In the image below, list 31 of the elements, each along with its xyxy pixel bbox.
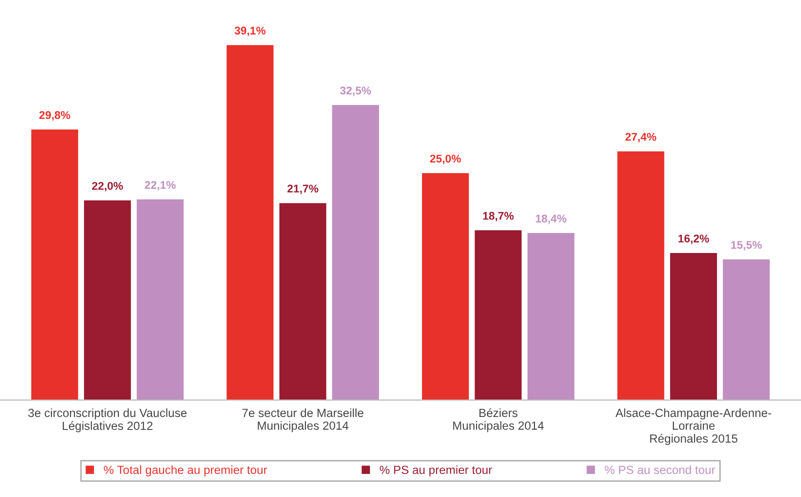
bar xyxy=(226,45,274,400)
data-label: 21,7% xyxy=(287,184,318,194)
data-label: 39,1% xyxy=(234,26,266,36)
data-label: 29,8% xyxy=(39,111,70,121)
bar xyxy=(617,151,664,400)
data-label: 15,5% xyxy=(731,240,762,250)
x-tick-label: Alsace-Champagne-Ardenne- Lorraine Régionales 2015 xyxy=(615,408,772,446)
bar xyxy=(136,199,184,400)
bar xyxy=(722,259,770,400)
bar xyxy=(422,173,469,400)
bar xyxy=(670,253,717,400)
data-label: 25,0% xyxy=(430,154,461,164)
data-label: 16,2% xyxy=(678,234,710,244)
legend-label: % Total gauche au premier tour xyxy=(104,465,268,476)
legend-label: % PS au premier tour xyxy=(380,465,492,476)
bar xyxy=(279,203,326,400)
data-label: 27,4% xyxy=(625,132,656,142)
x-tick-label: 7e secteur de Marseille Municipales 2014 xyxy=(242,408,364,432)
bar xyxy=(84,200,131,400)
bar xyxy=(332,105,380,400)
data-label: 18,4% xyxy=(536,214,566,224)
data-label: 22,0% xyxy=(92,182,123,192)
bar xyxy=(31,130,78,400)
legend-label: % PS au second tour xyxy=(604,465,716,474)
data-label: 32,5% xyxy=(340,86,372,96)
x-tick-label: 3e circonscription du Vaucluse Législatives 2012 xyxy=(28,408,187,432)
data-label: 22,1% xyxy=(144,181,176,191)
bar xyxy=(474,230,522,400)
x-tick-label: Béziers Municipales 2014 xyxy=(453,408,544,432)
data-label: 18,7% xyxy=(483,212,514,222)
bar xyxy=(527,233,574,400)
